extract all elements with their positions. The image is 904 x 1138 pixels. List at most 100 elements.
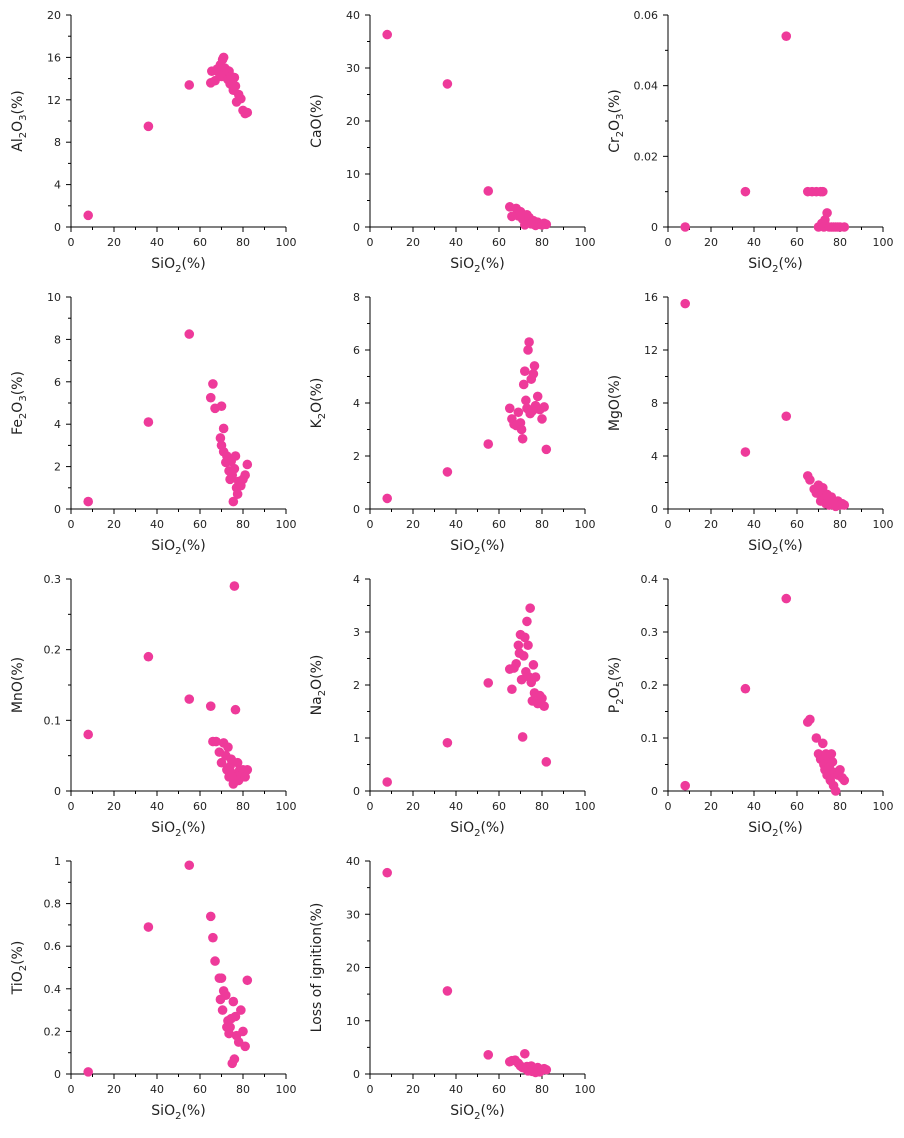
y-tick-label: 0	[54, 785, 61, 798]
y-axis-label: MgO(%)	[607, 375, 623, 431]
y-tick-label: 4	[54, 179, 61, 192]
data-point	[184, 80, 195, 90]
data-point	[805, 714, 815, 725]
data-point	[537, 414, 547, 424]
data-point	[522, 616, 532, 627]
data-point	[517, 433, 528, 444]
data-point	[805, 475, 815, 485]
x-tick-label: 40	[747, 800, 761, 813]
y-tick-label: 6	[54, 376, 61, 389]
x-tick-label: 40	[747, 518, 761, 531]
data-point	[518, 651, 529, 661]
data-point	[208, 379, 218, 389]
y-tick-label: 1	[353, 732, 360, 745]
data-point	[525, 603, 535, 613]
y-tick-label: 4	[651, 450, 658, 463]
x-axis-label: SiO2(%)	[450, 256, 504, 275]
y-axis-label: Cr2O3(%)	[607, 89, 626, 153]
y-tick-label: 12	[644, 344, 658, 357]
data-point	[835, 765, 845, 775]
y-tick-label: 20	[346, 115, 360, 128]
y-tick-label: 2	[353, 679, 360, 692]
data-point	[230, 451, 241, 461]
x-tick-label: 80	[236, 800, 250, 813]
y-tick-label: 8	[54, 136, 61, 149]
y-tick-label: 2	[54, 461, 61, 474]
y-tick-label: 20	[346, 962, 360, 975]
data-point	[83, 1067, 93, 1077]
y-tick-label: 30	[346, 908, 360, 921]
scatter-panel-7: 0 20 40 60 80 100 0 0.1 0.2 0.3 SiO2(%) MnO(%)	[10, 573, 297, 839]
x-tick-label: 100	[276, 800, 297, 813]
data-point	[83, 729, 93, 740]
scatter-panel-6: 0 20 40 60 80 100 0 4 8 12 16 SiO2(%) MgO(%)	[607, 291, 894, 557]
data-point	[242, 765, 253, 775]
y-tick-label: 0.6	[44, 940, 62, 953]
y-tick-label: 0	[54, 1068, 61, 1081]
x-tick-label: 80	[535, 236, 549, 249]
x-tick-label: 20	[406, 1083, 420, 1096]
y-tick-label: 20	[47, 9, 61, 22]
data-point	[517, 732, 528, 742]
y-tick-label: 0.3	[641, 626, 659, 639]
data-point	[516, 424, 527, 435]
y-tick-label: 0.06	[634, 9, 659, 22]
y-tick-label: 0.8	[44, 898, 62, 911]
x-tick-label: 60	[193, 518, 207, 531]
y-tick-label: 0	[353, 503, 360, 516]
x-tick-label: 20	[107, 1083, 121, 1096]
scatter-panel-2: 0 20 40 60 80 100 0 10 20 30 40 SiO2(%) CaO(%)	[309, 9, 596, 275]
y-tick-label: 12	[47, 94, 61, 107]
x-tick-label: 0	[68, 236, 75, 249]
x-tick-label: 0	[367, 518, 374, 531]
y-tick-label: 8	[353, 291, 360, 304]
scatter-panel-1: 0 20 40 60 80 100 0 4 8 12 16 20 SiO2(%) Al2O3(%)	[10, 9, 297, 275]
data-point	[511, 659, 521, 669]
data-point	[83, 210, 93, 221]
x-tick-label: 100	[873, 236, 894, 249]
x-axis-label: SiO2(%)	[748, 538, 802, 557]
data-point	[513, 407, 524, 418]
data-point	[215, 433, 226, 443]
x-tick-label: 20	[406, 518, 420, 531]
data-point	[680, 298, 690, 309]
x-tick-label: 100	[276, 236, 297, 249]
x-tick-label: 0	[367, 1083, 374, 1096]
data-point	[240, 470, 250, 480]
y-tick-label: 4	[54, 418, 61, 431]
x-tick-label: 80	[236, 1083, 250, 1096]
y-tick-label: 40	[346, 9, 360, 22]
data-point	[382, 29, 393, 40]
scatter-panel-10: 0 20 40 60 80 100 0 0.2 0.4 0.6 0.8 1 SiO2(%) TiO2(%)	[10, 855, 297, 1122]
y-tick-label: 2	[353, 450, 360, 463]
x-axis-label: SiO2(%)	[151, 820, 205, 839]
data-point	[205, 911, 216, 922]
data-point	[442, 737, 453, 748]
y-tick-label: 0	[651, 221, 658, 234]
data-point	[781, 593, 792, 604]
y-tick-label: 10	[346, 1015, 360, 1028]
y-axis-label: TiO2(%)	[10, 941, 29, 996]
data-point	[539, 701, 549, 711]
x-tick-label: 40	[449, 1083, 463, 1096]
x-tick-label: 60	[492, 518, 506, 531]
data-point	[811, 488, 822, 498]
data-point	[184, 694, 195, 704]
data-point	[541, 219, 552, 230]
data-point	[781, 31, 792, 41]
x-axis-label: SiO2(%)	[450, 538, 504, 557]
data-point	[513, 640, 524, 651]
y-tick-label: 3	[353, 626, 360, 639]
data-point	[221, 990, 231, 1000]
data-point	[238, 1026, 248, 1037]
data-point	[83, 496, 93, 507]
data-point	[229, 581, 240, 591]
y-axis-label: P2O5(%)	[607, 657, 626, 713]
y-tick-label: 30	[346, 62, 360, 75]
x-tick-label: 80	[833, 236, 847, 249]
x-tick-label: 0	[68, 1083, 75, 1096]
x-axis-label: SiO2(%)	[450, 820, 504, 839]
x-tick-label: 40	[449, 236, 463, 249]
data-point	[229, 1054, 240, 1064]
data-point	[143, 922, 154, 932]
